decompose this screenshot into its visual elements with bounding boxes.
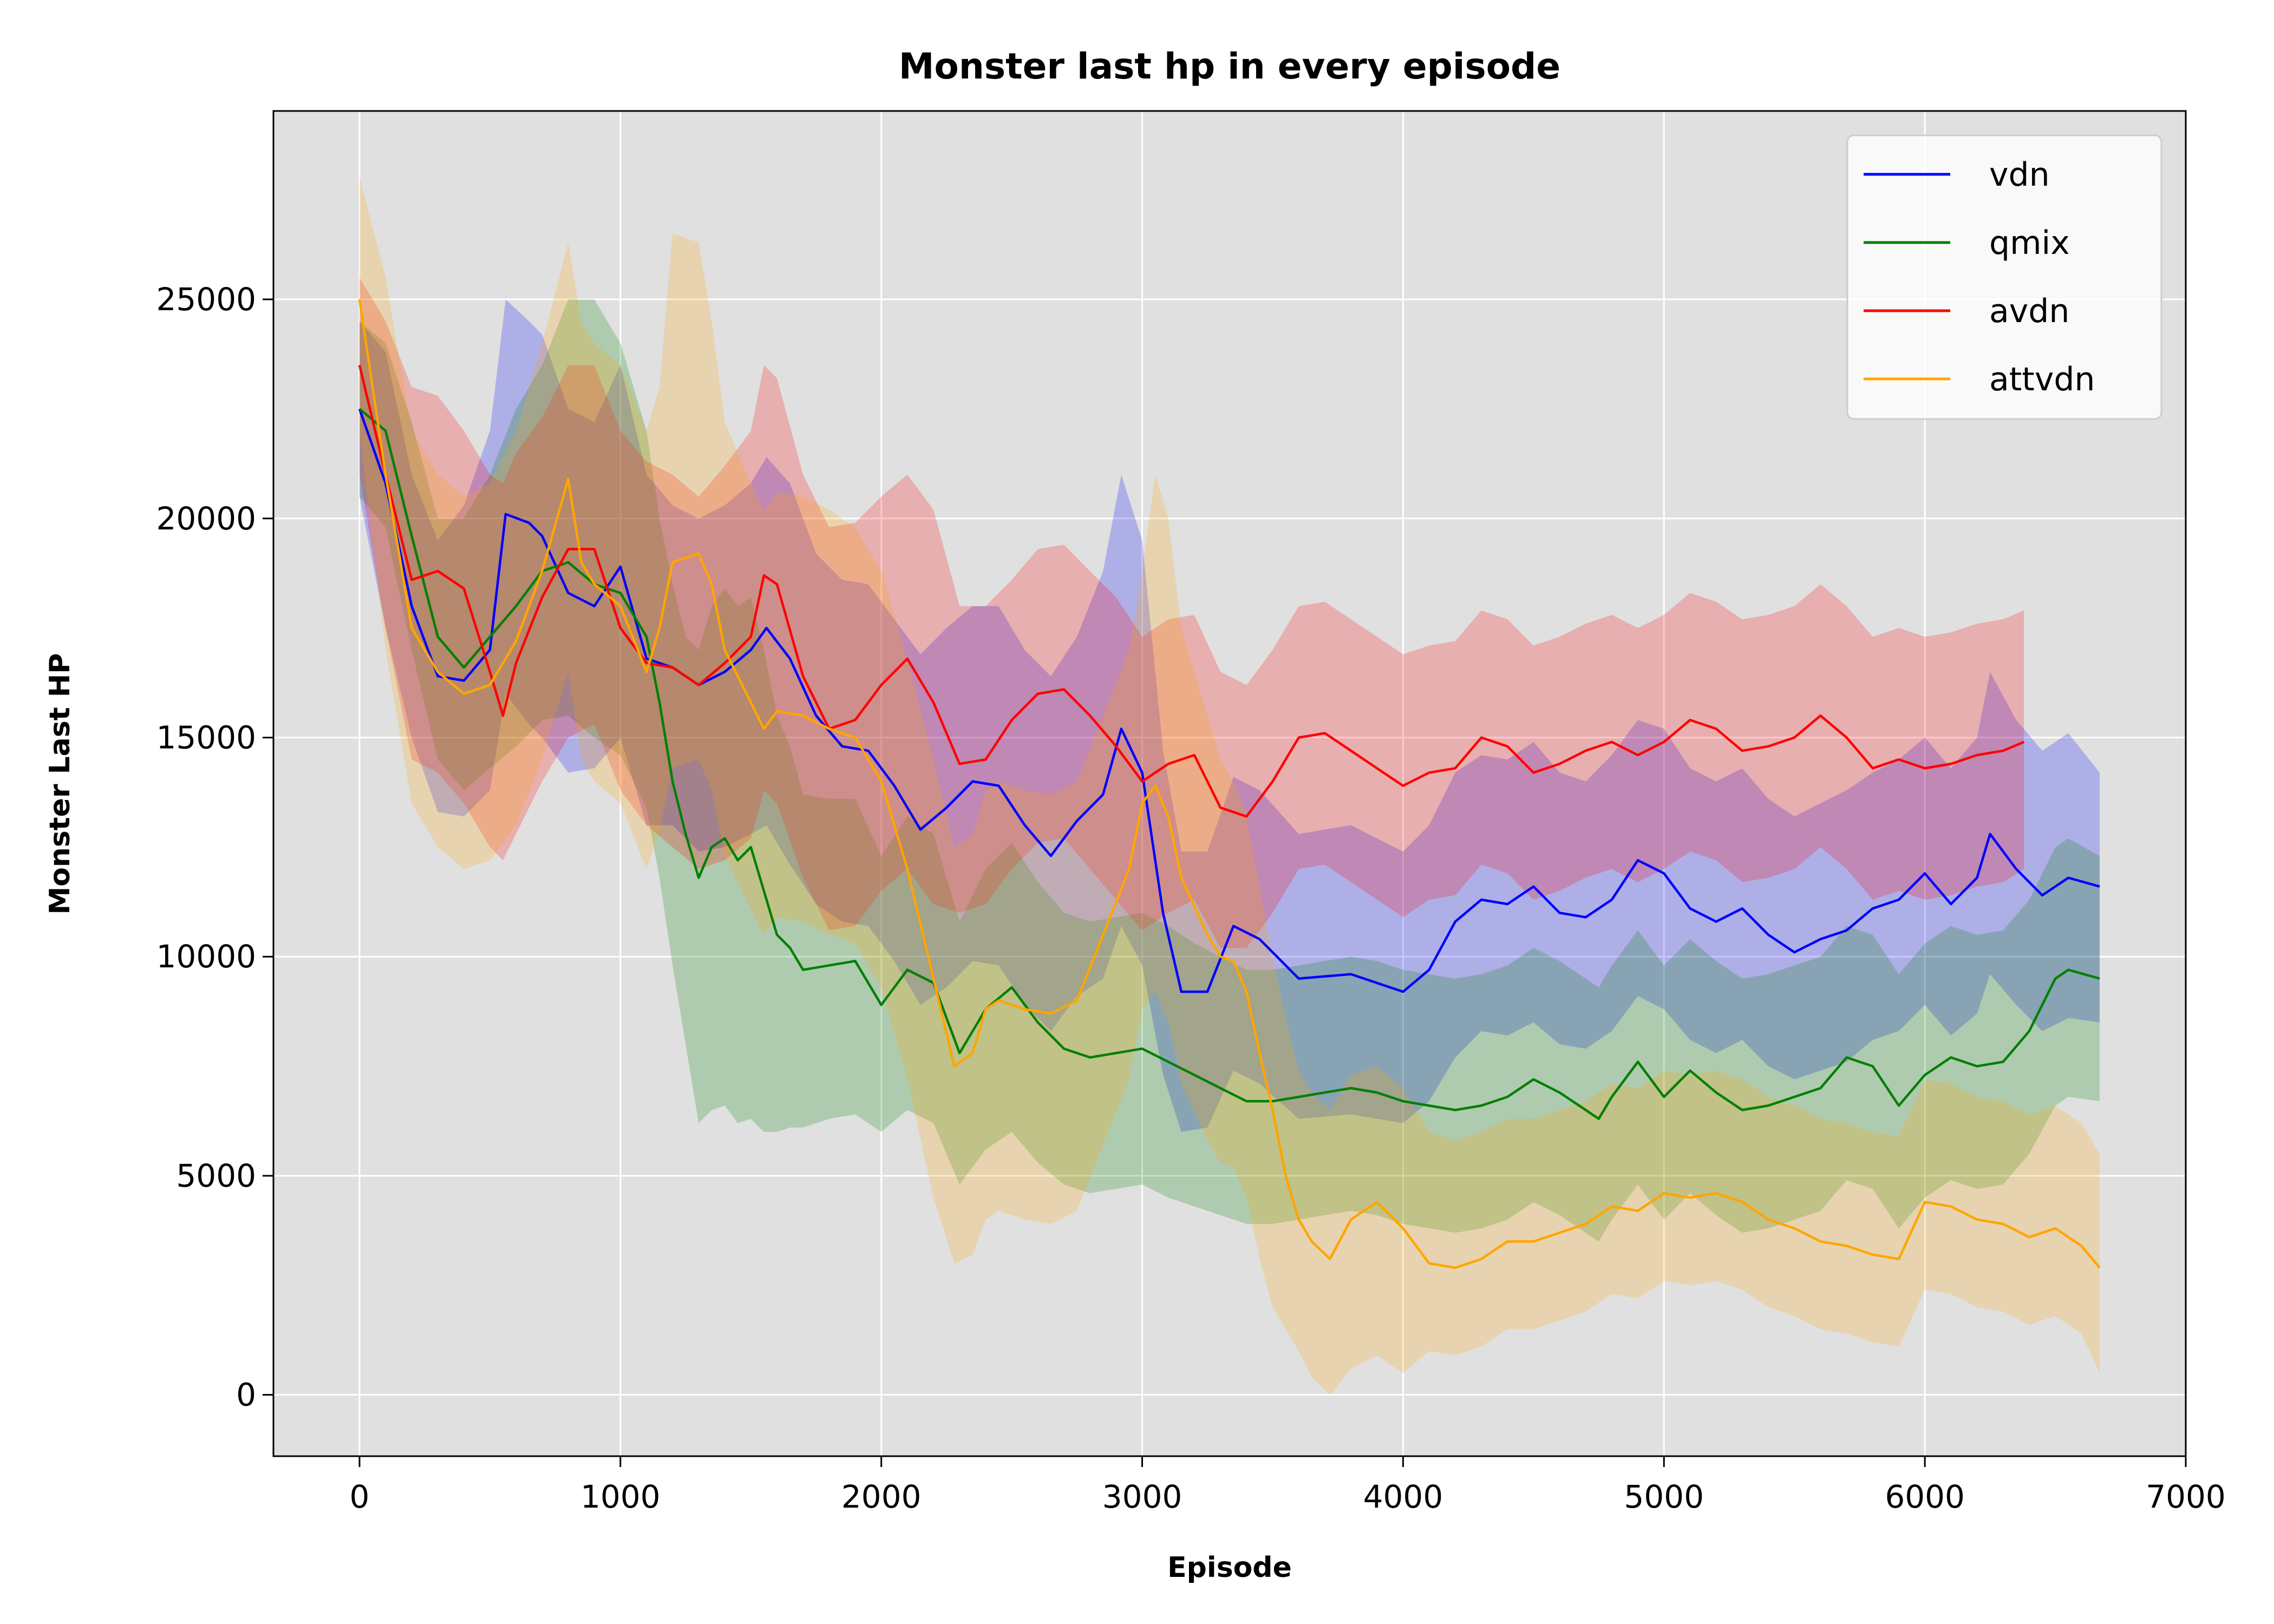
series-line-avdn [358,364,2025,818]
y-tick-label: 0 [236,1377,256,1413]
series-line-vdn [358,408,2100,993]
legend-label-vdn: vdn [1989,156,2050,194]
confidence-bands [360,176,2100,1395]
x-tick-label: 5000 [1624,1478,1704,1515]
x-tick-label: 6000 [1885,1478,1965,1515]
x-tick-label: 1000 [580,1478,661,1515]
plot-frame [272,110,2187,1457]
band-vdn [360,299,2100,1132]
y-tick-label: 25000 [156,281,256,318]
x-tick-label: 3000 [1102,1478,1182,1515]
band-avdn [360,277,2024,948]
chart-title: Monster last hp in every episode [899,45,1560,87]
legend: vdn qmix avdn attvdn [1846,134,2162,420]
y-tick-label: 15000 [156,719,256,756]
series-line-qmix [358,408,2100,1120]
legend-label-qmix: qmix [1989,224,2070,262]
legend-box [1846,134,2162,420]
y-axis-title: Monster Last HP [44,653,76,914]
legend-label-attvdn: attvdn [1989,361,2095,398]
legend-label-avdn: avdn [1989,292,2069,330]
band-attvdn [360,176,2100,1395]
band-qmix [360,299,2100,1242]
series-lines [358,299,2101,1269]
x-axis: 0 1000 2000 3000 4000 5000 6000 7000 [350,1456,2226,1515]
x-axis-title: Episode [1167,1551,1292,1584]
y-tick-label: 20000 [156,500,256,537]
series-line-attvdn [358,299,2101,1269]
x-tick-label: 2000 [841,1478,922,1515]
x-tick-label: 0 [350,1478,370,1515]
y-tick-label: 5000 [176,1157,256,1194]
y-axis: 0 5000 10000 15000 20000 25000 [156,281,273,1413]
x-tick-label: 4000 [1363,1478,1443,1515]
x-tick-label: 7000 [2146,1478,2226,1515]
y-tick-label: 10000 [156,938,256,975]
